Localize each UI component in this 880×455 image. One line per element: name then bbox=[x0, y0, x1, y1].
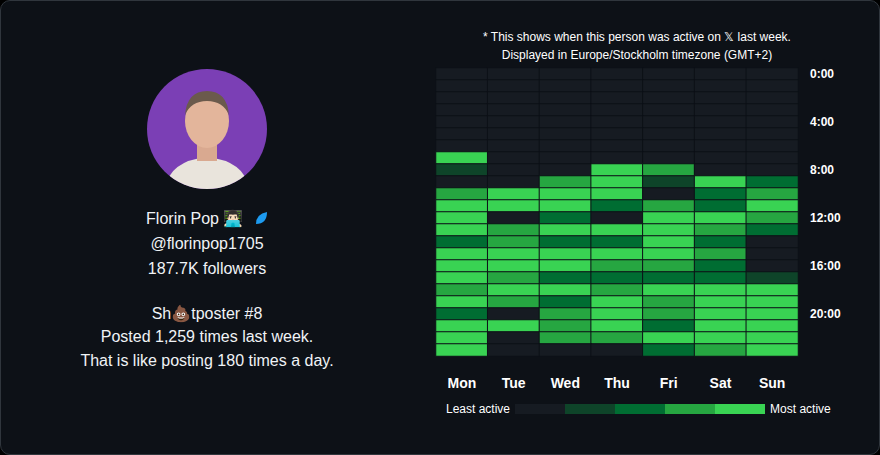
svg-text:Thu: Thu bbox=[604, 375, 630, 391]
svg-text:4:00: 4:00 bbox=[810, 115, 834, 129]
svg-text:Fri: Fri bbox=[660, 375, 678, 391]
html-text:Florin Pop 👨🏻‍💻: Florin Pop 👨🏻‍💻 bbox=[146, 210, 248, 227]
svg-text:0:00: 0:00 bbox=[810, 67, 834, 81]
html-text:Posted 1,259 times last week.: Posted 1,259 times last week. bbox=[100, 328, 314, 345]
svg-text:Sat: Sat bbox=[710, 375, 732, 391]
svg-text:12:00: 12:00 bbox=[810, 211, 841, 225]
html-text:@florinpop1705: @florinpop1705 bbox=[150, 235, 264, 252]
html-text:187.7K followers: 187.7K followers bbox=[147, 260, 267, 277]
html-text:* This shows when this person: * This shows when this person was active… bbox=[483, 30, 791, 44]
svg-text:Wed: Wed bbox=[551, 375, 580, 391]
svg-text:8:00: 8:00 bbox=[810, 163, 834, 177]
svg-text:Sun: Sun bbox=[759, 375, 785, 391]
svg-text:Mon: Mon bbox=[447, 375, 476, 391]
svg-text:20:00: 20:00 bbox=[810, 307, 841, 321]
html-text:Least active: Least active bbox=[446, 402, 510, 416]
html-text:Displayed in Europe/Stockholm: Displayed in Europe/Stockholm timezone (… bbox=[501, 48, 773, 62]
html-text:Most active: Most active bbox=[770, 402, 831, 416]
html-text:Sh💩tposter #8: Sh💩tposter #8 bbox=[151, 305, 263, 322]
html-text:That is like posting 180 times: That is like posting 180 times a day. bbox=[80, 352, 334, 369]
svg-text:16:00: 16:00 bbox=[810, 259, 841, 273]
svg-text:Tue: Tue bbox=[502, 375, 526, 391]
